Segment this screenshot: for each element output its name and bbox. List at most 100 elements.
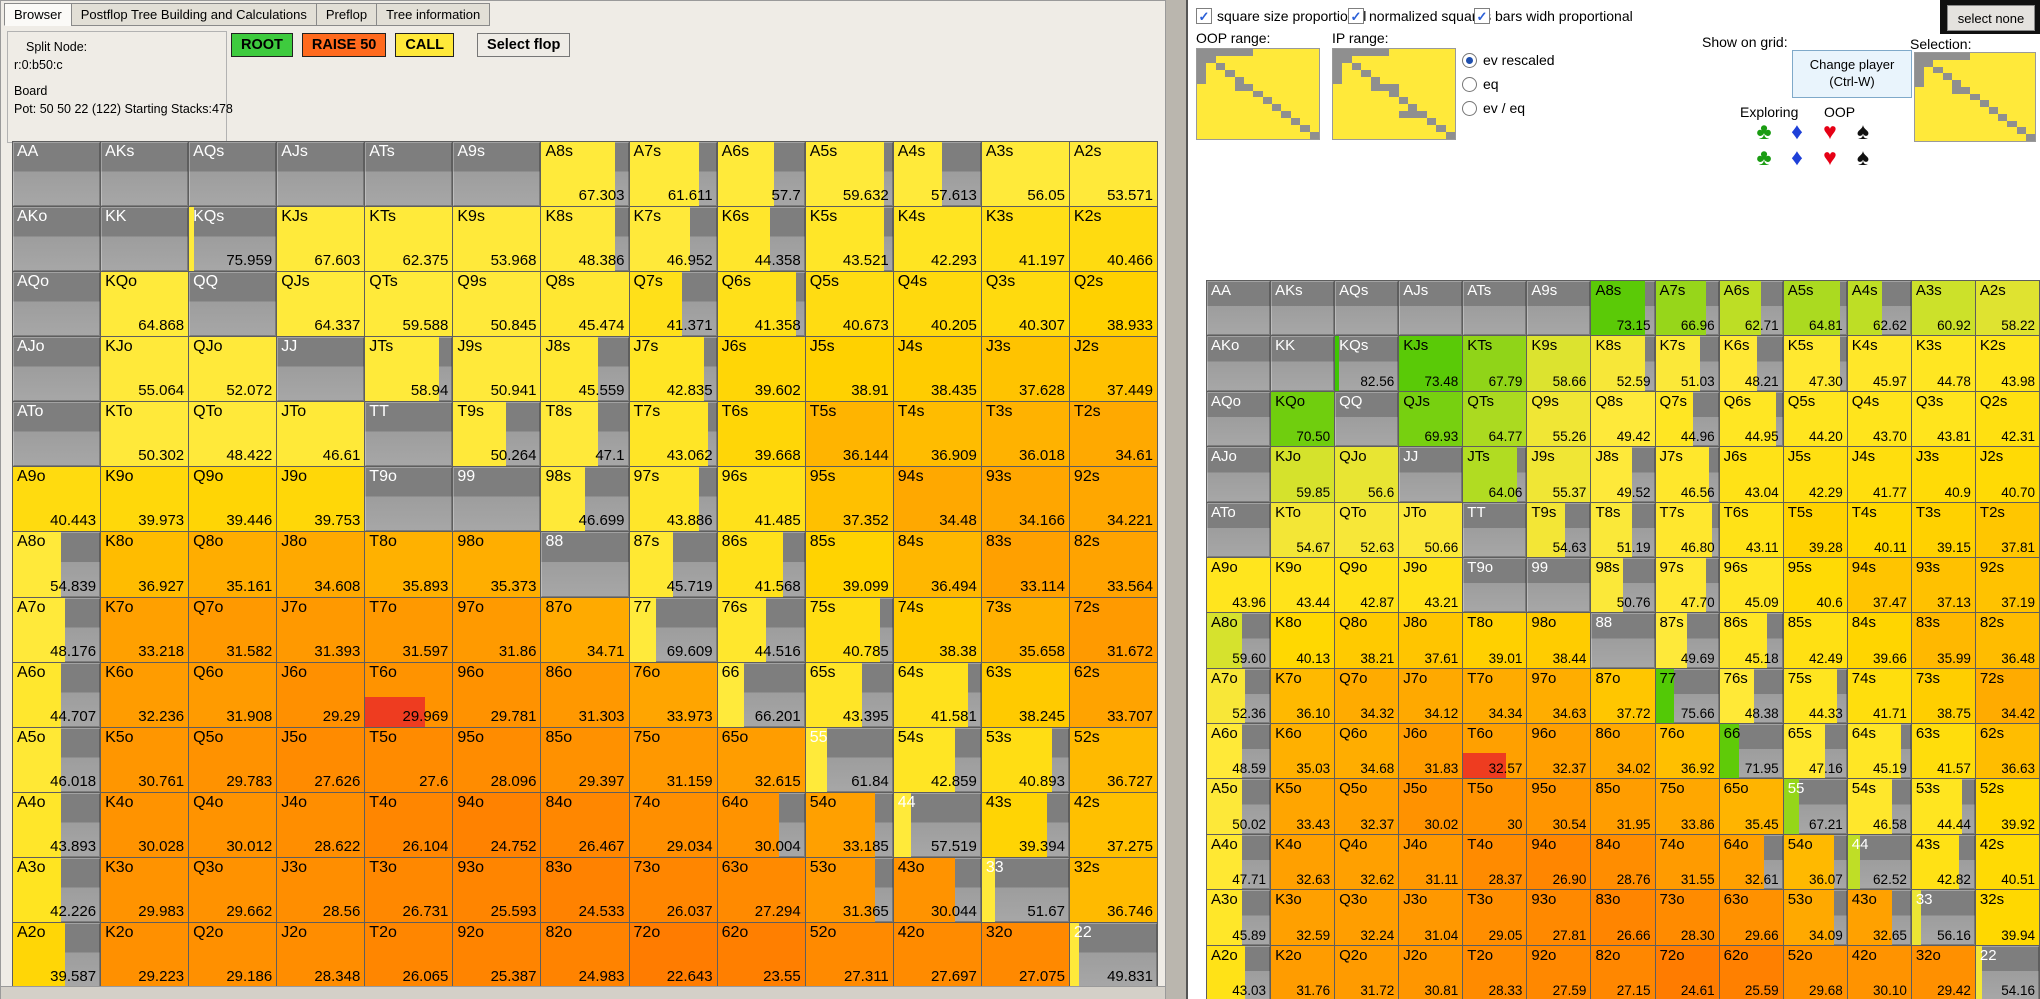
- hand-cell-52s[interactable]: 52s 36.727: [1069, 727, 1157, 792]
- checkbox-normalized-squares[interactable]: normalized squares: [1348, 8, 1491, 24]
- hand-cell-83o[interactable]: 83o 24.533: [541, 857, 629, 922]
- hand-cell-42o[interactable]: 42o 27.697: [893, 922, 981, 987]
- hand-cell-QJs[interactable]: QJs 69.93: [1399, 391, 1463, 447]
- radio-eq[interactable]: eq: [1462, 76, 1499, 92]
- hand-cell-52s[interactable]: 52s 39.92: [1975, 779, 2039, 834]
- hand-cell-A3s[interactable]: A3s 56.05: [981, 142, 1069, 207]
- tab-postflop-tree[interactable]: Postflop Tree Building and Calculations: [70, 3, 317, 26]
- hand-cell-84o[interactable]: 84o 28.76: [1591, 834, 1655, 890]
- hand-cell-K5s[interactable]: K5s 43.521: [805, 207, 893, 272]
- hand-cell-83s[interactable]: 83s 35.99: [1911, 613, 1975, 668]
- hand-cell-T5s[interactable]: T5s 36.144: [805, 402, 893, 467]
- hand-cell-Q3o[interactable]: Q3o 32.24: [1335, 890, 1399, 945]
- hand-cell-K2s[interactable]: K2s 43.98: [1975, 336, 2039, 391]
- hand-cell-A2s[interactable]: A2s 58.22: [1975, 281, 2039, 336]
- hand-cell-33[interactable]: 33 51.67: [981, 857, 1069, 922]
- hand-cell-T2o[interactable]: T2o 26.065: [365, 922, 453, 987]
- hand-cell-33[interactable]: 33 56.16: [1911, 890, 1975, 945]
- hand-cell-T7o[interactable]: T7o 31.597: [365, 597, 453, 662]
- hand-cell-T3s[interactable]: T3s 39.15: [1911, 502, 1975, 557]
- hand-cell-43s[interactable]: 43s 42.82: [1911, 834, 1975, 890]
- hand-cell-J9o[interactable]: J9o 39.753: [277, 467, 365, 532]
- hand-cell-82o[interactable]: 82o 27.15: [1591, 945, 1655, 999]
- hand-cell-92o[interactable]: 92o 25.387: [453, 922, 541, 987]
- club-icon[interactable]: ♣: [1756, 118, 1772, 144]
- hand-cell-K6s[interactable]: K6s 44.358: [717, 207, 805, 272]
- hand-cell-T3s[interactable]: T3s 36.018: [981, 402, 1069, 467]
- hand-cell-95o[interactable]: 95o 28.096: [453, 727, 541, 792]
- hand-cell-A7s[interactable]: A7s 66.96: [1655, 281, 1719, 336]
- hand-cell-KQo[interactable]: KQo 64.868: [101, 272, 189, 337]
- hand-cell-A8o[interactable]: A8o 59.60: [1207, 613, 1271, 668]
- hand-cell-A4s[interactable]: A4s 62.62: [1847, 281, 1911, 336]
- hand-cell-K4o[interactable]: K4o 30.028: [101, 792, 189, 857]
- hand-cell-87o[interactable]: 87o 37.72: [1591, 668, 1655, 724]
- hand-cell-AA[interactable]: AA: [13, 142, 101, 207]
- hand-cell-K2o[interactable]: K2o 31.76: [1271, 945, 1335, 999]
- hand-cell-ATs[interactable]: ATs: [1463, 281, 1527, 336]
- checkbox-bars-width-proportional[interactable]: bars widh proportional: [1474, 8, 1633, 24]
- hand-cell-JJ[interactable]: JJ: [277, 337, 365, 402]
- hand-cell-32s[interactable]: 32s 36.746: [1069, 857, 1157, 922]
- hand-cell-53o[interactable]: 53o 34.09: [1783, 890, 1847, 945]
- hand-cell-62s[interactable]: 62s 33.707: [1069, 662, 1157, 727]
- hand-cell-Q4s[interactable]: Q4s 40.205: [893, 272, 981, 337]
- hand-cell-82s[interactable]: 82s 36.48: [1975, 613, 2039, 668]
- tab-browser[interactable]: Browser: [4, 3, 72, 26]
- hand-cell-KTo[interactable]: KTo 54.67: [1271, 502, 1335, 557]
- hand-cell-K6o[interactable]: K6o 35.03: [1271, 724, 1335, 779]
- hand-cell-Q2o[interactable]: Q2o 31.72: [1335, 945, 1399, 999]
- hand-cell-T2o[interactable]: T2o 28.33: [1463, 945, 1527, 999]
- hand-cell-98s[interactable]: 98s 46.699: [541, 467, 629, 532]
- hand-cell-94o[interactable]: 94o 26.90: [1527, 834, 1591, 890]
- hand-cell-82o[interactable]: 82o 24.983: [541, 922, 629, 987]
- hand-cell-32s[interactable]: 32s 39.94: [1975, 890, 2039, 945]
- hand-cell-74s[interactable]: 74s 38.38: [893, 597, 981, 662]
- hand-cell-63o[interactable]: 63o 29.66: [1719, 890, 1783, 945]
- hand-cell-J2s[interactable]: J2s 37.449: [1069, 337, 1157, 402]
- hand-cell-32o[interactable]: 32o 27.075: [981, 922, 1069, 987]
- hand-cell-64s[interactable]: 64s 45.19: [1847, 724, 1911, 779]
- hand-cell-J4o[interactable]: J4o 28.622: [277, 792, 365, 857]
- hand-cell-Q3s[interactable]: Q3s 40.307: [981, 272, 1069, 337]
- hand-cell-T4s[interactable]: T4s 36.909: [893, 402, 981, 467]
- hand-cell-J9s[interactable]: J9s 55.37: [1527, 447, 1591, 502]
- hand-cell-65o[interactable]: 65o 32.615: [717, 727, 805, 792]
- hand-cell-T5o[interactable]: T5o 27.6: [365, 727, 453, 792]
- selection-thumbnail[interactable]: [1914, 52, 2036, 142]
- hand-cell-J6o[interactable]: J6o 31.83: [1399, 724, 1463, 779]
- hand-cell-53s[interactable]: 53s 44.44: [1911, 779, 1975, 834]
- tab-preflop[interactable]: Preflop: [315, 3, 378, 26]
- hand-cell-93s[interactable]: 93s 34.166: [981, 467, 1069, 532]
- hand-cell-T7s[interactable]: T7s 46.80: [1655, 502, 1719, 557]
- oop-range-thumbnail[interactable]: [1196, 48, 1320, 140]
- hand-cell-QTo[interactable]: QTo 48.422: [189, 402, 277, 467]
- hand-cell-T9s[interactable]: T9s 50.264: [453, 402, 541, 467]
- diamond-icon[interactable]: ♦: [1791, 118, 1803, 144]
- hand-cell-98o[interactable]: 98o 35.373: [453, 532, 541, 597]
- hand-cell-K3s[interactable]: K3s 44.78: [1911, 336, 1975, 391]
- hand-cell-K7o[interactable]: K7o 36.10: [1271, 668, 1335, 724]
- hand-cell-A9s[interactable]: A9s: [453, 142, 541, 207]
- hand-cell-53s[interactable]: 53s 40.893: [981, 727, 1069, 792]
- hand-cell-Q7o[interactable]: Q7o 34.32: [1335, 668, 1399, 724]
- hand-cell-32o[interactable]: 32o 29.42: [1911, 945, 1975, 999]
- hand-cell-76s[interactable]: 76s 44.516: [717, 597, 805, 662]
- hand-cell-A7o[interactable]: A7o 48.176: [13, 597, 101, 662]
- hand-cell-AQo[interactable]: AQo: [13, 272, 101, 337]
- hand-cell-A6o[interactable]: A6o 48.59: [1207, 724, 1271, 779]
- hand-cell-AQs[interactable]: AQs: [189, 142, 277, 207]
- hand-cell-75o[interactable]: 75o 33.86: [1655, 779, 1719, 834]
- hand-cell-75o[interactable]: 75o 31.159: [629, 727, 717, 792]
- hand-cell-K3s[interactable]: K3s 41.197: [981, 207, 1069, 272]
- hand-cell-J8s[interactable]: J8s 45.559: [541, 337, 629, 402]
- hand-cell-T4o[interactable]: T4o 26.104: [365, 792, 453, 857]
- hand-cell-QTs[interactable]: QTs 64.77: [1463, 391, 1527, 447]
- hand-cell-72s[interactable]: 72s 31.672: [1069, 597, 1157, 662]
- hand-cell-J6s[interactable]: J6s 39.602: [717, 337, 805, 402]
- hand-cell-Q3s[interactable]: Q3s 43.81: [1911, 391, 1975, 447]
- hand-cell-K9o[interactable]: K9o 43.44: [1271, 557, 1335, 613]
- hand-cell-63s[interactable]: 63s 38.245: [981, 662, 1069, 727]
- hand-cell-K9s[interactable]: K9s 53.968: [453, 207, 541, 272]
- hand-cell-QJo[interactable]: QJo 56.6: [1335, 447, 1399, 502]
